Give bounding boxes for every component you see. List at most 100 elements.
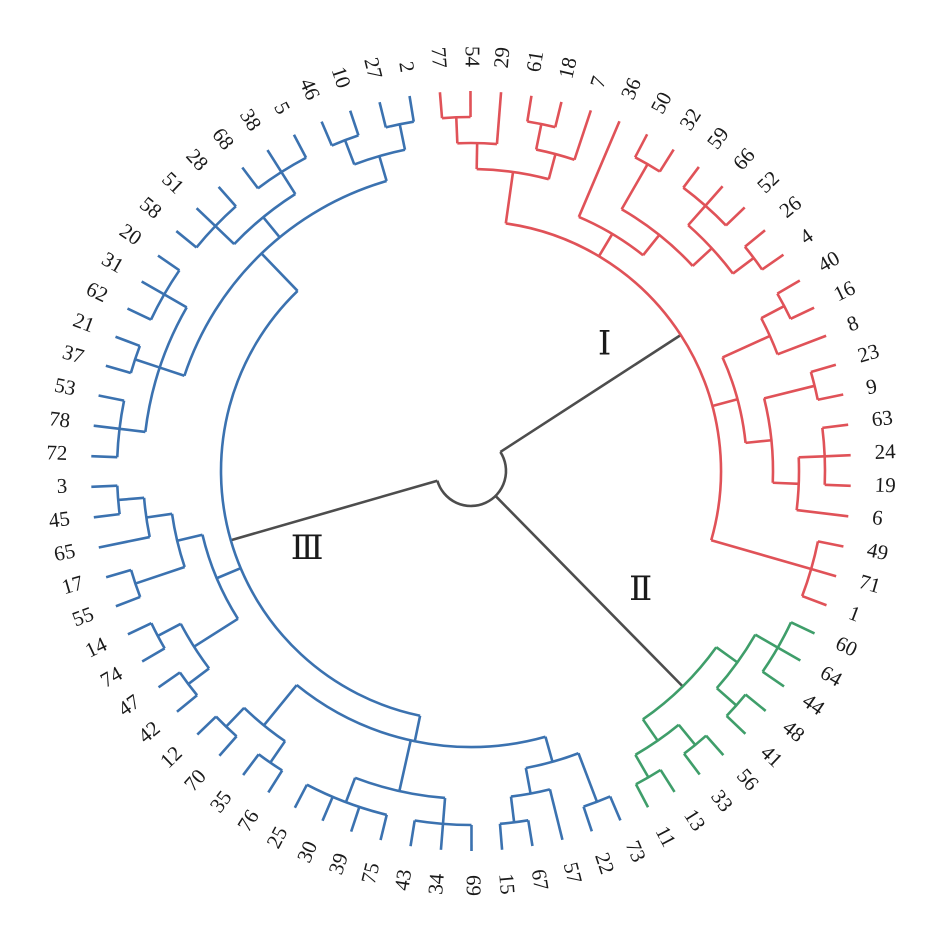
branch-link — [772, 481, 799, 486]
branch-link — [176, 533, 203, 542]
branch-link — [321, 796, 334, 822]
branch-link — [526, 95, 533, 122]
leaf-label: 45 — [47, 506, 71, 532]
leaf-label: 72 — [46, 440, 68, 465]
leaf-label: 5 — [269, 98, 295, 118]
branch-link — [687, 204, 707, 227]
leaf-label: 41 — [756, 740, 788, 772]
branch-arc — [295, 684, 546, 749]
branch-arc — [354, 776, 446, 800]
leaf-label: 44 — [798, 688, 829, 720]
branch-arc — [233, 192, 297, 245]
branch-link — [760, 304, 785, 320]
branch-link — [216, 566, 242, 580]
branch-link — [715, 687, 738, 707]
branch-link — [495, 92, 503, 145]
branch-link — [763, 384, 815, 400]
branch-arc — [683, 734, 707, 755]
branch-link — [776, 279, 801, 295]
branch-link — [157, 622, 182, 638]
branch-link — [176, 694, 198, 713]
branch-link — [379, 814, 389, 841]
leaf-labels: 77 54 29 61 187 36 503259665226440168239632419… — [46, 46, 897, 896]
branch-link — [105, 568, 132, 579]
branch-link — [280, 171, 297, 195]
branch-link — [93, 512, 120, 519]
branch-link — [398, 123, 407, 150]
branch-link — [817, 540, 844, 548]
branch-arc — [183, 179, 387, 377]
branch-link — [409, 820, 416, 847]
branch-link — [544, 736, 554, 763]
branch-link — [798, 454, 825, 459]
leaf-label: 25 — [261, 822, 292, 852]
leaf-label: 56 — [732, 764, 764, 796]
branch-link — [754, 633, 779, 649]
branch-link — [408, 95, 416, 122]
leaf-label: 40 — [813, 246, 843, 277]
branch-arc — [257, 156, 307, 190]
branch-arc — [353, 148, 406, 166]
cluster-label-I: Ⅰ — [598, 325, 611, 362]
branch-link — [91, 484, 118, 489]
branch-arc — [583, 795, 611, 808]
branch-link — [582, 806, 594, 832]
branch-link — [634, 754, 650, 778]
branch-link — [641, 718, 659, 742]
branch-link — [262, 216, 281, 239]
branch-link — [534, 123, 543, 150]
leaf-label: 61 — [521, 49, 548, 74]
branch-arc — [642, 646, 718, 721]
branch-link — [577, 120, 621, 218]
branch-link — [704, 185, 724, 207]
branch-arc — [116, 485, 121, 515]
branch-link — [553, 101, 563, 128]
branch-arc — [144, 306, 188, 433]
branch-link — [378, 101, 388, 128]
branch-link — [438, 92, 444, 119]
branch-arc — [150, 622, 166, 650]
branch-link — [796, 508, 849, 518]
leaf-label: 78 — [48, 406, 72, 432]
leaf-label: 53 — [53, 373, 78, 401]
branch-arc — [178, 671, 199, 697]
branch-link — [242, 753, 260, 776]
leaf-label: 48 — [778, 715, 809, 747]
branch-arc — [457, 141, 498, 146]
leaf-label: 24 — [874, 439, 896, 464]
branch-link — [634, 783, 650, 808]
leaf-label: 10 — [327, 64, 356, 92]
leaf-label: 31 — [98, 247, 128, 278]
dendrogram-edges — [91, 90, 851, 852]
branch-link — [526, 820, 534, 847]
branch-link — [126, 307, 152, 321]
leaf-label: 19 — [874, 473, 896, 498]
leaf-label: 28 — [181, 144, 213, 176]
leaf-label: 57 — [559, 860, 587, 886]
branch-link — [810, 567, 837, 578]
leaf-label: 76 — [232, 805, 264, 836]
branch-link — [98, 535, 150, 549]
branch-arc — [306, 783, 388, 817]
branch-link — [524, 767, 532, 794]
branch-link — [744, 693, 767, 712]
leaf-label: 77 — [426, 46, 452, 69]
branch-link — [269, 740, 287, 764]
leaf-label: 8 — [844, 310, 862, 336]
branch-link — [195, 207, 217, 228]
branch-link — [134, 358, 161, 369]
leaf-label: 69 — [462, 875, 486, 896]
branch-link — [262, 684, 298, 727]
branch-link — [141, 647, 166, 663]
branch-arc — [525, 752, 579, 770]
branch-link — [118, 496, 145, 502]
branch-link — [320, 121, 334, 147]
leaf-label: 38 — [235, 104, 267, 135]
branch-link — [790, 621, 816, 635]
leaf-label: 43 — [389, 868, 416, 893]
branch-link — [725, 206, 746, 227]
branch-link — [745, 438, 772, 445]
leaf-label: 18 — [553, 55, 581, 81]
leaf-label: 3 — [56, 474, 67, 498]
